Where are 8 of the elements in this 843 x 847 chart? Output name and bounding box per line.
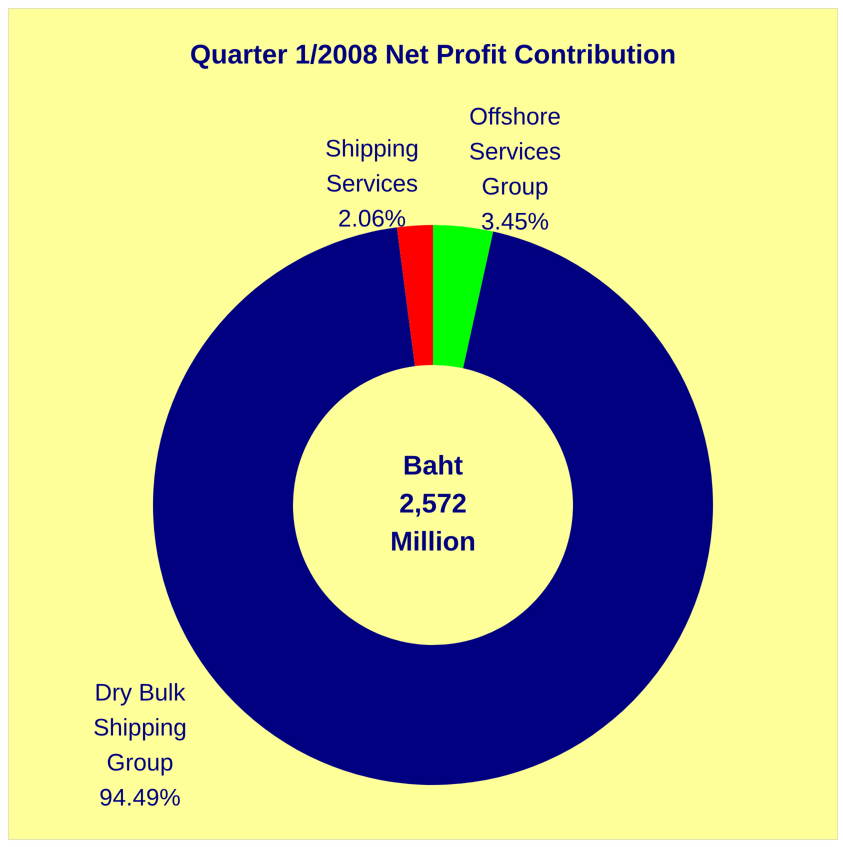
data-label: 3.45% <box>480 208 550 236</box>
data-label: 94.49% <box>99 784 181 812</box>
chart-title: Quarter 1/2008 Net Profit Contribution <box>190 39 676 70</box>
data-label: 2.06% <box>338 206 406 233</box>
slice-label: Dry Bulk Shipping Group <box>93 680 187 777</box>
slice-label: Shipping Services <box>325 136 419 198</box>
slice-label: Offshore Services Group <box>468 104 562 201</box>
text: Baht 2,572 Million <box>390 450 476 556</box>
